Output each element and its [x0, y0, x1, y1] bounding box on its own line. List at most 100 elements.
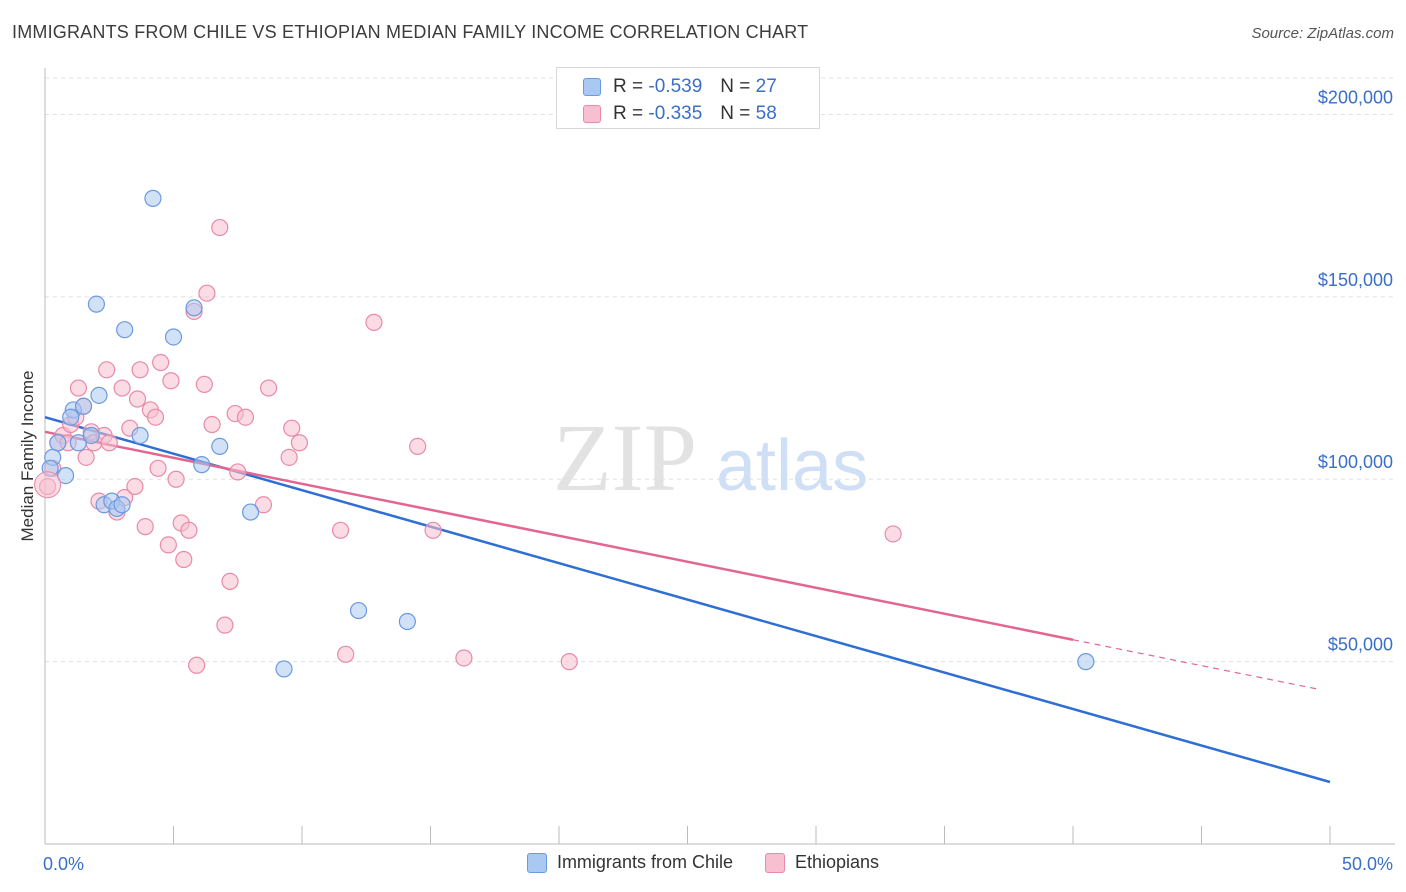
trend-line	[44, 430, 1074, 641]
data-point	[180, 521, 198, 539]
data-point	[74, 397, 93, 415]
y-tick-label: $50,000	[1328, 635, 1393, 655]
data-point	[167, 470, 185, 488]
data-point	[229, 463, 247, 481]
legend-r-value: -0.335	[648, 103, 703, 124]
data-point	[236, 408, 255, 426]
data-point	[100, 434, 118, 452]
data-point	[349, 601, 368, 620]
correlation-legend: R = -0.539 N = 27 R = -0.335 N = 58	[556, 67, 820, 129]
data-point	[69, 379, 88, 397]
x-tick-labels: 0.0% 50.0%	[43, 854, 1393, 874]
data-point	[337, 645, 355, 663]
data-point	[203, 415, 221, 434]
chart-title: IMMIGRANTS FROM CHILE VS ETHIOPIAN MEDIA…	[12, 22, 809, 42]
y-tick-label: $150,000	[1318, 270, 1393, 290]
data-point	[77, 448, 95, 466]
legend-row-chile: R = -0.539 N = 27	[583, 73, 777, 101]
data-point	[188, 656, 206, 674]
data-point	[175, 550, 193, 569]
data-point	[56, 466, 75, 485]
data-point	[1077, 653, 1095, 671]
data-point	[275, 660, 293, 678]
y-axis-title: Median Family Income	[18, 370, 37, 541]
legend-label-chile: Immigrants from Chile	[556, 852, 733, 872]
data-point	[113, 379, 131, 397]
data-point	[69, 434, 88, 452]
data-point	[185, 299, 203, 317]
legend-label-ethiopians: Ethiopians	[794, 852, 880, 872]
legend-r-value: -0.539	[648, 76, 703, 97]
data-point	[242, 503, 260, 521]
data-point	[162, 372, 180, 390]
data-point	[455, 649, 473, 667]
data-point	[159, 536, 177, 554]
x-tick-label: 0.0%	[43, 854, 84, 874]
legend-item-chile[interactable]: Immigrants from Chile	[526, 852, 733, 873]
data-point	[221, 572, 239, 590]
source-label: Source: ZipAtlas.com	[1251, 25, 1394, 42]
data-point	[90, 386, 108, 404]
data-point	[331, 521, 350, 539]
data-point	[193, 456, 211, 474]
legend-n-value: 58	[755, 103, 777, 124]
data-point	[290, 434, 309, 452]
data-point	[211, 218, 229, 237]
data-point	[116, 321, 134, 339]
series-legend: Immigrants from Chile Ethiopians	[0, 852, 1406, 873]
data-point	[398, 612, 416, 631]
data-point	[131, 426, 149, 445]
data-point	[87, 295, 106, 313]
data-point	[34, 471, 62, 499]
data-point	[146, 408, 165, 426]
legend-n-value: 27	[755, 76, 777, 97]
data-point	[49, 434, 67, 452]
data-points	[34, 189, 1095, 678]
y-tick-labels: $50,000 $100,000 $150,000 $200,000	[1318, 87, 1393, 654]
grid-lines	[45, 77, 1395, 663]
data-point	[62, 408, 80, 426]
data-point	[560, 653, 578, 671]
data-point	[424, 521, 442, 539]
data-point	[152, 353, 170, 372]
data-point	[283, 419, 301, 437]
data-point	[126, 477, 144, 496]
data-point	[128, 390, 147, 408]
data-point	[113, 496, 131, 514]
data-point	[136, 518, 154, 536]
data-point	[884, 525, 902, 543]
watermark: ZIP atlas	[553, 404, 868, 511]
data-point	[254, 496, 273, 514]
data-point	[198, 284, 216, 302]
watermark-zip: ZIP	[553, 404, 697, 511]
watermark-atlas: atlas	[716, 426, 868, 506]
legend-swatch-ethiopians	[764, 852, 785, 873]
y-tick-label: $200,000	[1318, 87, 1393, 107]
data-point	[211, 437, 229, 456]
legend-n-label: N =	[720, 76, 751, 97]
trend-line	[44, 416, 1331, 784]
legend-item-ethiopians[interactable]: Ethiopians	[764, 852, 880, 873]
data-point	[82, 426, 100, 445]
data-point	[280, 448, 298, 466]
legend-swatch-chile	[583, 78, 601, 96]
legend-r-label: R =	[613, 103, 644, 124]
trend-lines	[44, 416, 1331, 784]
axes	[44, 68, 1395, 845]
legend-r-label: R =	[613, 76, 644, 97]
legend-swatch-ethiopians	[583, 105, 601, 123]
x-tick-label: 50.0%	[1342, 854, 1393, 874]
data-point	[98, 361, 116, 379]
legend-swatch-chile	[526, 852, 547, 873]
data-point	[164, 328, 183, 346]
data-point	[216, 616, 234, 634]
data-point	[259, 379, 278, 397]
data-point	[195, 375, 213, 393]
data-point	[131, 361, 149, 379]
y-tick-label: $100,000	[1318, 452, 1393, 472]
data-point	[149, 459, 167, 477]
trend-line-extension	[1072, 639, 1318, 690]
data-point	[409, 437, 427, 456]
data-point	[365, 313, 383, 331]
